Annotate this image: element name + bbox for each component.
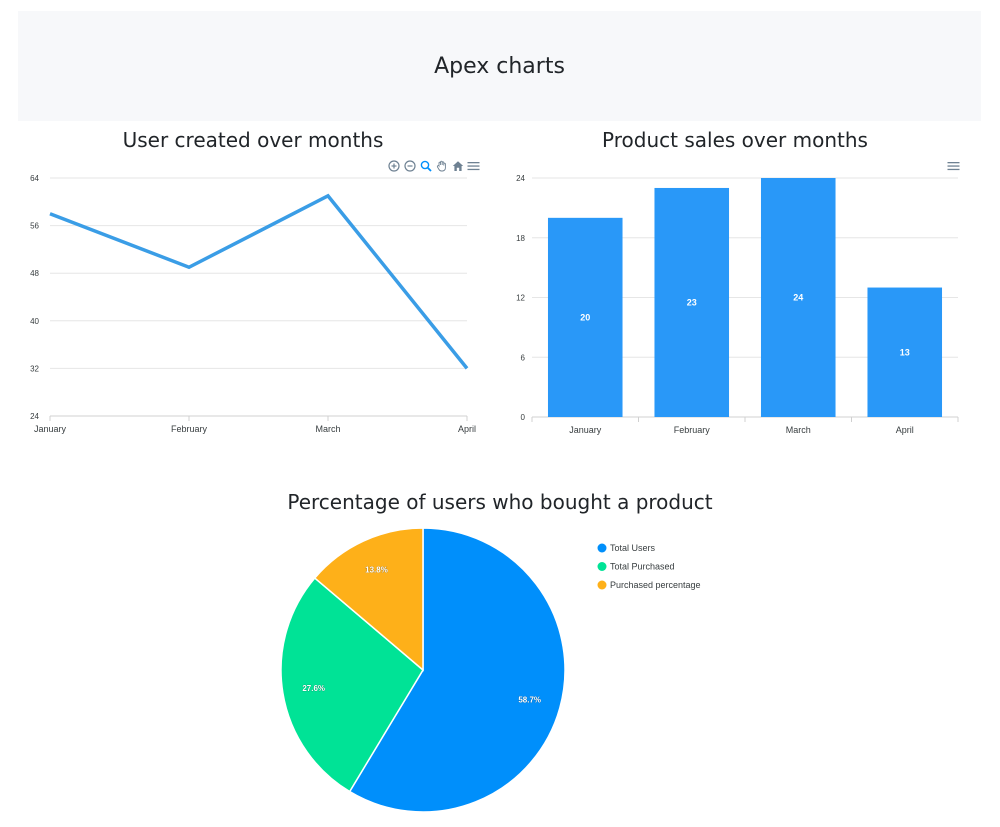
y-tick-label: 0	[521, 413, 526, 422]
bar-data-label: 24	[793, 293, 803, 303]
bar	[654, 187, 730, 417]
x-tick-label: February	[674, 425, 711, 435]
line-chart: 64 56 48 40 32 24 January February March April	[30, 174, 476, 434]
y-tick-label: 40	[30, 317, 39, 326]
y-tick-label: 12	[516, 294, 525, 303]
bar	[760, 178, 836, 417]
y-tick-label: 18	[516, 234, 525, 243]
series-line	[49, 193, 469, 370]
pie-data-label: 13.8%	[365, 565, 388, 574]
pie-chart: 58.7% 27.6% 13.8% Total Users Total Purchase…	[280, 527, 701, 813]
y-tick-label: 64	[30, 174, 39, 183]
pie-chart-panel: Percentage of users who bought a product…	[260, 486, 740, 826]
pie-data-label: 27.6%	[302, 684, 325, 693]
line-chart-title: User created over months	[122, 128, 384, 152]
bar-chart-toolbar	[947, 159, 960, 172]
x-tick-label: February	[171, 424, 208, 434]
page-header: Apex charts	[18, 11, 981, 121]
menu-icon[interactable]	[947, 159, 960, 172]
x-tick-label: January	[569, 425, 602, 435]
line-chart-toolbar	[387, 159, 480, 172]
pie-slice	[313, 527, 424, 672]
bar	[867, 287, 943, 417]
x-tick-label: January	[34, 424, 67, 434]
x-tick-label: April	[896, 425, 914, 435]
y-tick-label: 32	[30, 364, 39, 373]
bar-chart-panel: Product sales over months 24 18 12 6 0 20 Janu…	[500, 124, 970, 444]
bar-data-label: 23	[687, 297, 697, 307]
line-chart-panel: User created over months 64 56 48 40 32 24 Jan…	[18, 124, 488, 444]
legend-marker	[597, 580, 607, 590]
pie-slice	[280, 576, 424, 793]
bar	[547, 217, 623, 417]
y-tick-label: 24	[30, 412, 39, 421]
legend-marker	[597, 543, 607, 553]
x-tick-label: March	[786, 425, 811, 435]
legend-label: Purchased percentage	[610, 580, 701, 590]
pan-icon[interactable]	[435, 159, 448, 172]
bar-chart: 24 18 12 6 0 20 January 23 February 24 March 13 Apri…	[516, 174, 959, 435]
legend-label: Total Users	[610, 543, 656, 553]
zoom-out-icon[interactable]	[403, 159, 416, 172]
y-tick-label: 48	[30, 269, 39, 278]
bar-chart-title: Product sales over months	[602, 128, 868, 152]
page-title: Apex charts	[434, 53, 565, 79]
y-tick-label: 24	[516, 174, 525, 183]
legend-marker	[597, 562, 607, 571]
menu-icon[interactable]	[467, 159, 480, 172]
selection-zoom-icon[interactable]	[419, 159, 432, 172]
pie-chart-title: Percentage of users who bought a product	[287, 490, 713, 514]
x-tick-label: April	[458, 424, 476, 434]
legend-label: Total Purchased	[610, 562, 675, 572]
bar-data-label: 13	[900, 347, 910, 357]
x-tick-label: March	[315, 424, 340, 434]
bar-data-label: 20	[580, 312, 590, 322]
y-tick-label: 56	[30, 222, 39, 231]
zoom-in-icon[interactable]	[387, 159, 400, 172]
pie-data-label: 58.7%	[518, 696, 541, 705]
pie-slice	[348, 527, 566, 813]
reset-zoom-icon[interactable]	[451, 159, 464, 172]
y-tick-label: 6	[521, 353, 526, 362]
